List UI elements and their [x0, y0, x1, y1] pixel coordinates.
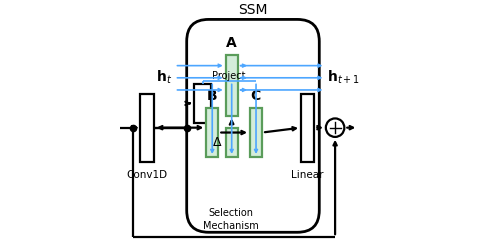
FancyBboxPatch shape [194, 84, 211, 123]
Text: $\mathbf{A}$: $\mathbf{A}$ [225, 36, 238, 50]
FancyBboxPatch shape [301, 94, 315, 162]
Text: $\mathbf{C}$: $\mathbf{C}$ [250, 89, 262, 103]
Text: Project: Project [212, 72, 246, 82]
Text: Linear: Linear [292, 170, 324, 180]
FancyBboxPatch shape [206, 108, 218, 157]
FancyBboxPatch shape [250, 108, 262, 157]
FancyBboxPatch shape [226, 128, 238, 157]
Text: SSM: SSM [238, 3, 268, 17]
Text: Selection
Mechanism: Selection Mechanism [203, 208, 259, 231]
Text: $\mathbf{h}_{t+1}$: $\mathbf{h}_{t+1}$ [326, 69, 359, 86]
Circle shape [326, 118, 344, 137]
Text: $\mathbf{B}$: $\mathbf{B}$ [206, 89, 218, 103]
Text: $\Delta$: $\Delta$ [212, 136, 222, 149]
FancyBboxPatch shape [141, 94, 154, 162]
FancyBboxPatch shape [226, 55, 238, 116]
Text: $\mathbf{h}_t$: $\mathbf{h}_t$ [156, 69, 172, 86]
Text: Conv1D: Conv1D [127, 170, 168, 180]
